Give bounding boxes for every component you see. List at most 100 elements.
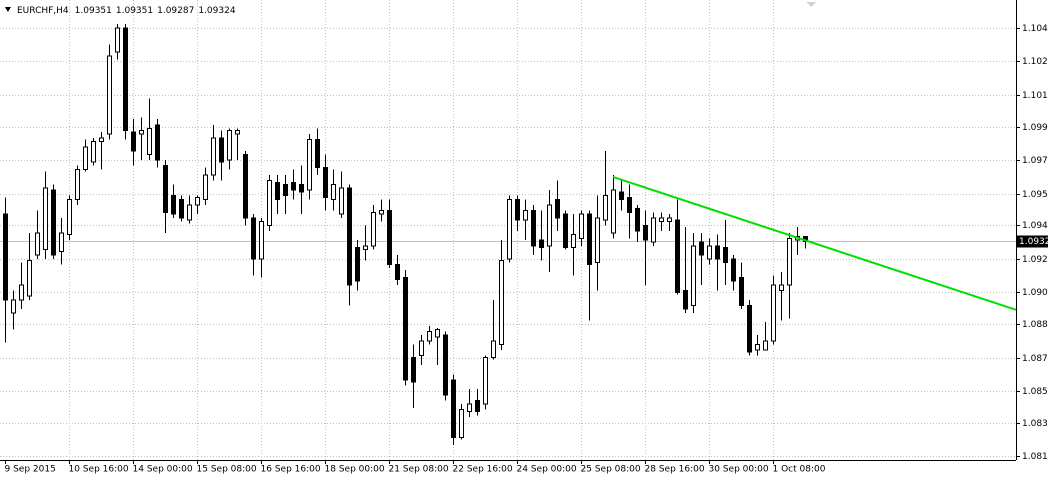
candle-body — [675, 219, 680, 293]
candle-body — [491, 340, 496, 359]
candle-body — [603, 195, 608, 221]
x-tick-label: 15 Sep 08:00 — [197, 465, 257, 475]
candle-body — [91, 141, 96, 163]
candle-body — [787, 237, 792, 286]
candle-body — [747, 304, 752, 353]
candle-body — [339, 187, 344, 215]
candle-body — [475, 399, 480, 413]
candle-body — [11, 299, 16, 314]
candle-body — [587, 213, 592, 265]
candle-body — [331, 183, 336, 200]
candle-body — [187, 204, 192, 221]
x-tick-label: 28 Sep 16:00 — [645, 465, 705, 475]
candle-body — [35, 232, 40, 256]
candle-body — [219, 137, 224, 163]
y-tick-label: 1.0994 — [1022, 123, 1048, 133]
candle-body — [555, 198, 560, 219]
y-tick-label: 1.1029 — [1022, 57, 1048, 67]
x-tick-label: 1 Oct 08:00 — [773, 465, 826, 475]
candle-body — [51, 189, 56, 256]
x-tick-label: 21 Sep 08:00 — [389, 465, 449, 475]
candle-body — [203, 174, 208, 200]
candle-body — [371, 211, 376, 247]
candle-body — [195, 196, 200, 206]
candle-body — [171, 195, 176, 215]
candle-body — [523, 209, 528, 221]
y-tick-label: 1.0870 — [1022, 354, 1048, 364]
candle-body — [3, 213, 8, 301]
candle-body — [723, 247, 728, 264]
candle-body — [299, 183, 304, 193]
plot-area — [3, 24, 1017, 446]
candle-body — [347, 187, 352, 286]
candle-body — [107, 55, 112, 135]
candle-body — [211, 137, 216, 176]
candle-body — [139, 129, 144, 135]
candle-body — [147, 128, 152, 156]
chart-title: EURCHF,H4 — [17, 6, 69, 16]
candle-body — [155, 124, 160, 161]
candle-body — [387, 209, 392, 265]
header-low: 1.09287 — [157, 6, 194, 16]
candle-body — [67, 198, 72, 236]
candle-body — [19, 284, 24, 301]
chart-header: EURCHF,H4 1.09351 1.09351 1.09287 1.09324 — [17, 6, 236, 16]
candle-body — [235, 129, 240, 135]
candle-body — [739, 276, 744, 306]
x-tick-label: 24 Sep 00:00 — [517, 465, 577, 475]
candle-body — [539, 239, 544, 249]
x-tick-label: 16 Sep 16:00 — [261, 465, 321, 475]
candle-body — [699, 241, 704, 256]
candle-body — [259, 221, 264, 260]
header-arrow — [5, 7, 11, 12]
candle-body — [595, 217, 600, 264]
candle-body — [179, 198, 184, 219]
candle-body — [323, 167, 328, 198]
candle-body — [683, 290, 688, 310]
header-close: 1.09324 — [198, 6, 235, 16]
candle-body — [531, 209, 536, 247]
candle-body — [251, 217, 256, 260]
candle-body — [667, 217, 672, 223]
x-tick-label: 14 Sep 00:00 — [133, 465, 193, 475]
candle-body — [715, 245, 720, 260]
header-high: 1.09351 — [116, 6, 153, 16]
candle-body — [267, 180, 272, 226]
y-tick-label: 1.0835 — [1022, 419, 1048, 429]
candle-body — [467, 403, 472, 413]
candle-body — [507, 198, 512, 260]
shift-marker — [806, 2, 816, 7]
candle-body — [635, 208, 640, 232]
candle-body — [379, 209, 384, 215]
candle-body — [651, 217, 656, 243]
candle-body — [483, 357, 488, 405]
y-tick-label: 1.1047 — [1022, 24, 1048, 34]
candle-body — [403, 276, 408, 381]
candle-body — [99, 137, 104, 143]
candle-body — [659, 217, 664, 223]
x-tick-label: 10 Sep 16:00 — [69, 465, 129, 475]
candle-body — [459, 409, 464, 439]
candle-body — [451, 379, 456, 439]
y-tick-label: 1.0976 — [1022, 156, 1048, 166]
x-tick-label: 25 Sep 08:00 — [581, 465, 641, 475]
candle-body — [307, 139, 312, 191]
candle-body — [771, 284, 776, 342]
y-tick-label: 1.0923 — [1022, 255, 1048, 265]
candle-body — [571, 234, 576, 249]
y-tick-label: 1.0817 — [1022, 452, 1048, 462]
candle-body — [499, 260, 504, 346]
candle-body — [43, 187, 48, 251]
candle-body — [547, 204, 552, 247]
price-label: 1.0932 — [1019, 237, 1048, 247]
candle-body — [131, 131, 136, 152]
candle-body — [579, 213, 584, 239]
candle-body — [363, 245, 368, 251]
candle-body — [643, 224, 648, 241]
candle-body — [315, 139, 320, 169]
candle-body — [27, 260, 32, 297]
